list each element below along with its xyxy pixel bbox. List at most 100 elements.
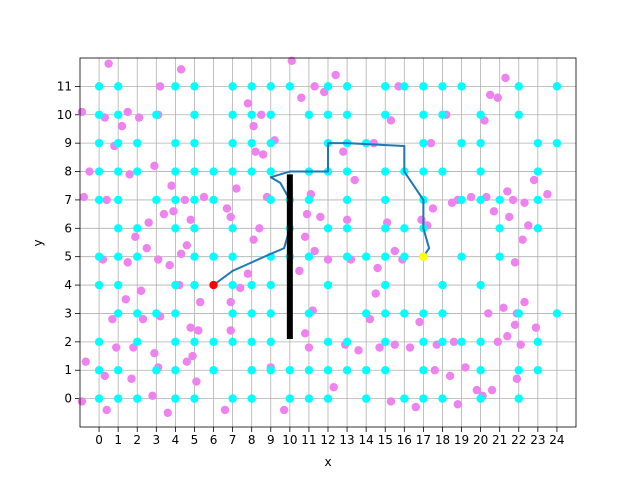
point — [438, 167, 447, 176]
point — [133, 252, 142, 261]
point — [304, 366, 314, 375]
point — [533, 337, 543, 347]
point — [228, 252, 237, 261]
point — [113, 110, 123, 119]
point — [171, 337, 180, 347]
point — [232, 184, 241, 193]
point — [524, 221, 533, 230]
x-tick-label: 0 — [95, 433, 103, 447]
point — [300, 232, 310, 242]
point — [279, 405, 289, 415]
point — [361, 394, 371, 403]
point — [121, 295, 130, 304]
point — [247, 110, 256, 119]
point — [112, 343, 121, 352]
point — [438, 394, 447, 403]
point — [190, 280, 199, 290]
point — [304, 252, 314, 261]
point — [209, 252, 218, 261]
point — [419, 138, 428, 148]
point — [419, 252, 428, 261]
point — [323, 366, 333, 375]
point — [516, 340, 525, 349]
point — [133, 309, 142, 318]
point — [457, 337, 466, 347]
point — [428, 204, 438, 213]
point — [247, 366, 256, 375]
point — [131, 232, 140, 242]
y-tick-label: 9 — [64, 136, 72, 150]
point — [117, 121, 127, 131]
point — [94, 280, 104, 290]
x-axis-label: x — [324, 455, 331, 469]
point — [266, 337, 275, 347]
point — [257, 110, 266, 119]
point — [209, 337, 218, 347]
point — [226, 297, 235, 307]
x-tick-label: 20 — [473, 433, 488, 447]
point — [113, 224, 123, 233]
point — [77, 107, 87, 117]
point — [134, 113, 144, 122]
point — [514, 82, 523, 91]
point — [510, 258, 520, 267]
point — [159, 209, 169, 219]
point — [167, 181, 176, 190]
point — [381, 224, 390, 233]
point — [400, 252, 409, 261]
point — [113, 366, 123, 375]
point — [342, 215, 352, 224]
point — [543, 190, 552, 199]
point — [476, 195, 485, 205]
point — [266, 82, 275, 91]
point — [552, 138, 562, 148]
point — [85, 167, 94, 176]
point — [102, 405, 111, 415]
point — [323, 224, 333, 233]
point — [438, 110, 447, 119]
point — [228, 337, 237, 347]
point — [247, 280, 256, 290]
point — [94, 337, 104, 347]
point — [209, 366, 218, 375]
point — [228, 280, 237, 290]
point — [457, 138, 466, 148]
point — [176, 249, 186, 259]
point — [152, 195, 161, 205]
y-tick-label: 6 — [64, 221, 72, 235]
point — [342, 252, 352, 261]
x-tick-label: 18 — [435, 433, 450, 447]
point — [266, 280, 275, 290]
point — [361, 366, 371, 375]
point — [342, 224, 352, 233]
point — [390, 340, 399, 349]
point — [419, 167, 428, 176]
y-tick-label: 1 — [64, 363, 72, 377]
x-tick-label: 7 — [229, 433, 237, 447]
point — [323, 280, 333, 290]
y-tick-label: 2 — [64, 335, 72, 349]
point — [381, 366, 390, 375]
point — [247, 82, 256, 91]
point — [209, 195, 218, 205]
point — [171, 394, 180, 403]
x-tick-label: 2 — [133, 433, 141, 447]
point — [381, 167, 390, 176]
point — [533, 366, 543, 375]
point — [228, 224, 237, 233]
y-tick-label: 10 — [57, 108, 72, 122]
point — [342, 82, 352, 91]
point — [400, 394, 409, 403]
point — [304, 195, 314, 205]
point — [381, 252, 390, 261]
point — [310, 82, 319, 91]
point — [113, 195, 123, 205]
point — [94, 167, 104, 176]
x-tick-label: 6 — [210, 433, 218, 447]
point — [266, 138, 275, 148]
point — [171, 309, 180, 318]
point — [438, 337, 447, 347]
line — [212, 142, 431, 286]
point — [81, 357, 90, 366]
